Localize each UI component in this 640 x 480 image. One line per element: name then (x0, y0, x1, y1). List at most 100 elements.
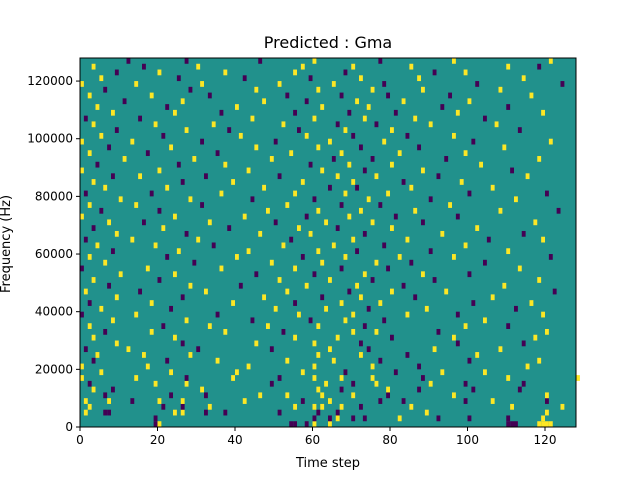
heatmap-cell (452, 334, 456, 341)
heatmap-cell (428, 196, 433, 203)
heatmap-cell (83, 346, 88, 353)
heatmap-cell (537, 421, 542, 427)
heatmap-cell (316, 86, 321, 93)
heatmap-cell (134, 311, 139, 318)
heatmap-cell (304, 282, 309, 289)
y-axis: 0 20000 40000 60000 80000 100000 120000 (27, 74, 80, 434)
heatmap-cell (506, 104, 511, 110)
heatmap-cell (145, 363, 150, 370)
heatmap-cell (366, 346, 371, 353)
heatmap-cell (262, 184, 267, 191)
heatmap-cell (223, 328, 228, 335)
heatmap-cell (541, 109, 546, 116)
heatmap-cell (343, 317, 348, 324)
heatmap-cell (370, 375, 375, 381)
heatmap-cell (339, 403, 344, 410)
heatmap-cell (455, 311, 460, 318)
heatmap-cell (173, 271, 177, 278)
heatmap-cell (529, 300, 534, 306)
heatmap-cell (145, 265, 150, 272)
heatmap-cell (211, 242, 216, 249)
heatmap-cell (545, 190, 549, 197)
heatmap-cell (517, 127, 522, 133)
heatmap-cell (269, 346, 274, 353)
heatmap-cell (149, 92, 154, 99)
heatmap-cell (498, 86, 503, 93)
heatmap-cell (266, 207, 270, 214)
heatmap-cell (219, 190, 224, 197)
heatmap-cell (285, 202, 290, 208)
heatmap-cell (169, 392, 174, 399)
heatmap-cell (266, 323, 270, 329)
heatmap-cell (328, 184, 332, 191)
heatmap-cell (463, 380, 468, 387)
heatmap-cell (436, 328, 441, 335)
heatmap-cell (382, 242, 387, 249)
heatmap-cell (514, 196, 518, 203)
heatmap-cell (111, 317, 115, 324)
heatmap-cell (471, 386, 476, 393)
heatmap-cell (355, 248, 360, 255)
heatmap-cell (483, 317, 487, 324)
heatmap-cell (207, 219, 212, 226)
heatmap-cell (91, 277, 96, 283)
heatmap-cell (463, 398, 468, 404)
heatmap-cell (393, 369, 398, 376)
heatmap-cell (103, 86, 108, 93)
heatmap-cell (173, 109, 177, 116)
heatmap-cell (153, 415, 158, 422)
heatmap-cell (169, 144, 174, 151)
heatmap-cell (91, 179, 96, 185)
heatmap-cell (250, 115, 255, 122)
heatmap-cells (80, 58, 580, 427)
heatmap-cell (300, 369, 305, 376)
heatmap-cell (293, 421, 298, 427)
heatmap-cell (537, 63, 542, 70)
heatmap-cell (300, 398, 305, 404)
heatmap-cell (180, 409, 185, 416)
heatmap-cell (366, 104, 371, 110)
heatmap-cell (521, 75, 526, 82)
heatmap-cell (246, 248, 251, 255)
heatmap-cell (176, 75, 181, 82)
heatmap-cell (180, 340, 185, 347)
heatmap-cell (200, 386, 205, 393)
heatmap-cell (471, 138, 476, 145)
heatmap-cell (246, 167, 251, 174)
heatmap-cell (362, 230, 367, 237)
heatmap-cell (339, 375, 344, 381)
heatmap-cell (359, 207, 363, 214)
heatmap-cell (502, 144, 507, 151)
heatmap-cell (300, 179, 305, 185)
heatmap-cell (312, 340, 317, 347)
heatmap-cell (510, 167, 515, 174)
heatmap-cell (409, 63, 414, 70)
heatmap-cell (390, 334, 394, 341)
heatmap-cell (320, 294, 325, 301)
heatmap-cell (289, 421, 294, 427)
heatmap-cell (335, 409, 340, 416)
heatmap-cell (83, 190, 88, 197)
heatmap-cell (285, 288, 290, 295)
heatmap-cell (157, 421, 162, 427)
heatmap-cell (196, 236, 201, 243)
heatmap-cell (475, 225, 480, 231)
heatmap-cell (374, 173, 379, 180)
heatmap-cell (91, 357, 96, 364)
heatmap-cell (324, 380, 329, 387)
heatmap-cell (87, 92, 92, 99)
heatmap-cell (312, 58, 317, 64)
heatmap-cell (432, 69, 437, 76)
plot-area (79, 57, 580, 428)
heatmap-cell (421, 219, 425, 226)
heatmap-cell (576, 375, 580, 381)
heatmap-cell (242, 75, 247, 82)
heatmap-cell (289, 236, 294, 243)
heatmap-cell (541, 415, 546, 422)
heatmap-cell (80, 138, 84, 145)
heatmap-cell (188, 282, 193, 289)
heatmap-cell (393, 213, 398, 220)
heatmap-cell (517, 265, 522, 272)
heatmap-cell (91, 386, 96, 393)
heatmap-cell (207, 92, 212, 99)
